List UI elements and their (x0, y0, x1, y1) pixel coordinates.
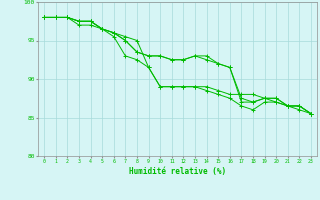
X-axis label: Humidité relative (%): Humidité relative (%) (129, 167, 226, 176)
